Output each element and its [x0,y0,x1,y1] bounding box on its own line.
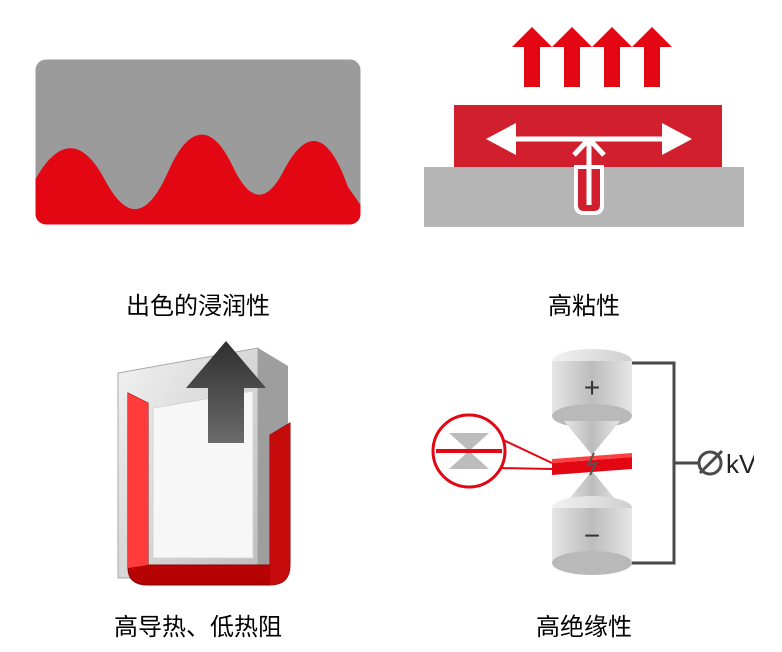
kv-text: kV [726,449,754,479]
graphic-wettability [20,10,376,274]
caption-adhesion: 高粘性 [548,286,620,321]
panel-adhesion: 高粘性 [406,10,762,321]
caption-insulation: 高绝缘性 [536,607,632,642]
conductivity-icon [58,333,338,593]
plus-sign: + [584,372,600,403]
caption-wettability: 出色的浸润性 [126,286,270,321]
wettability-icon [28,52,368,232]
insulation-icon: kV + − [414,333,754,593]
lens-callout [433,415,552,487]
insulating-pad [552,453,632,475]
adhesion-icon [424,27,744,257]
top-electrode: + [552,349,632,455]
graphic-adhesion [406,10,762,274]
panel-wettability: 出色的浸润性 [20,10,376,321]
minus-sign: − [584,520,600,551]
graphic-conductivity [20,331,376,595]
panel-conductivity: 高导热、低热阻 [20,331,376,642]
bottom-electrode: − [552,471,632,575]
kv-label: kV [699,449,754,479]
graphic-insulation: kV + − [406,331,762,595]
panel-insulation: kV + − [406,331,762,642]
caption-conductivity: 高导热、低热阻 [114,607,282,642]
